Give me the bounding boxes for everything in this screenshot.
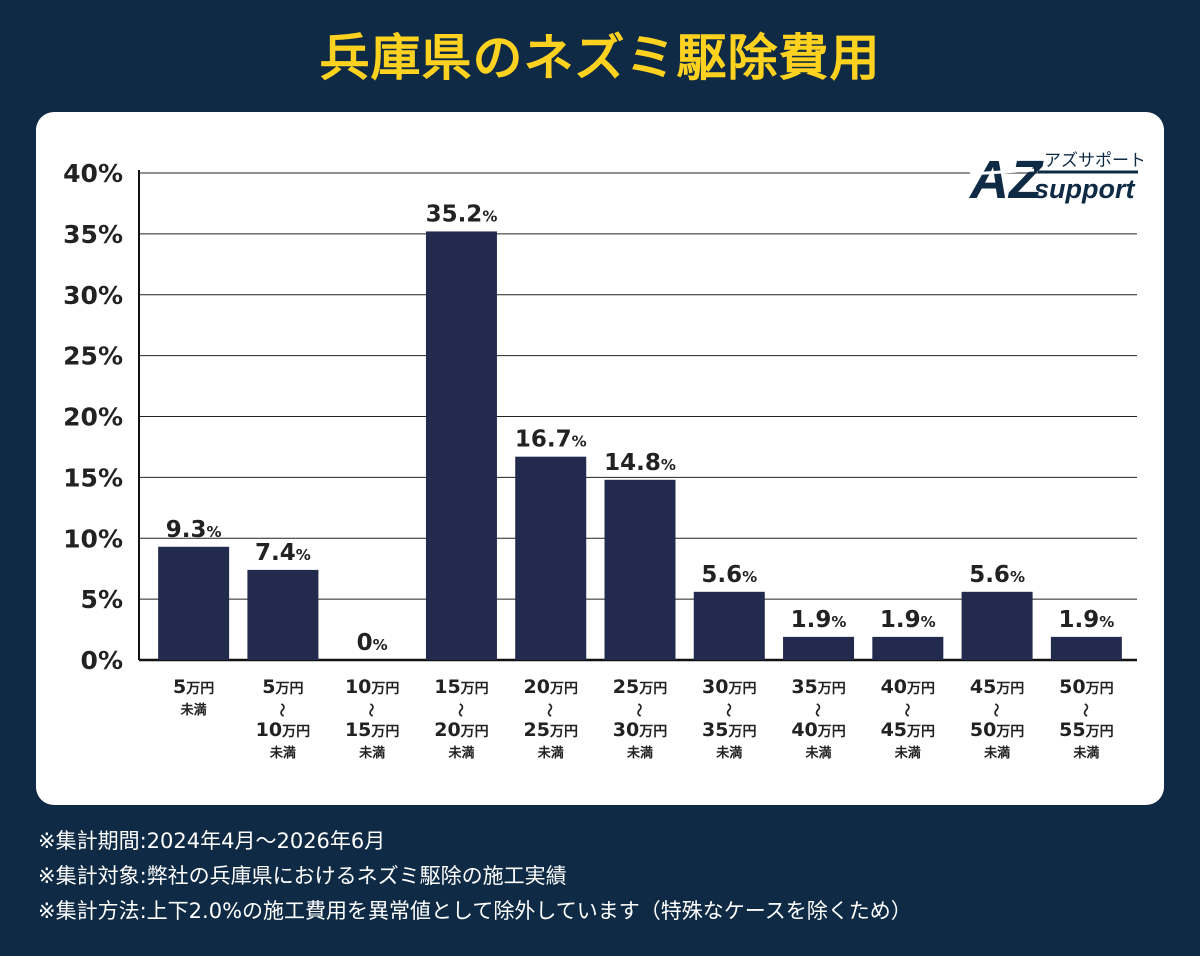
x-category-label: 50万円 (1059, 676, 1113, 698)
y-tick-label: 0% (81, 646, 123, 675)
bar-value-label: 14.8% (604, 450, 676, 476)
x-category-label: 5万円 (173, 676, 214, 698)
x-category-label: 35万円 (791, 676, 845, 698)
y-tick-label: 5% (81, 585, 123, 614)
note-method: ※集計方法:上下2.0%の施工費用を異常値として除外しています（特殊なケースを除… (38, 899, 912, 923)
bar (247, 569, 319, 660)
bar (604, 479, 676, 660)
x-category-label: 50万円 (970, 719, 1024, 741)
bar (872, 636, 944, 660)
x-category-sublabel: 未満 (447, 745, 474, 761)
x-category-sublabel: 未満 (715, 745, 742, 761)
bar-value-label: 1.9% (1058, 607, 1114, 633)
x-category-sublabel: 未満 (983, 745, 1010, 761)
x-category-label: 45万円 (881, 719, 935, 741)
bar (158, 546, 230, 660)
x-category-sublabel: 未満 (1072, 745, 1099, 761)
x-category-label: 〜 (719, 703, 735, 717)
bar-value-label: 5.6% (969, 562, 1025, 588)
bar (425, 231, 497, 660)
x-category-label: 55万円 (1059, 719, 1113, 741)
x-category-label: 〜 (987, 703, 1003, 717)
bar-value-label: 0% (357, 630, 388, 656)
y-tick-label: 35% (63, 220, 123, 249)
logo-kana: アズサポート (1044, 151, 1143, 171)
notes: ※集計期間:2024年4月〜2026年6月 ※集計対象:弊社の兵庫県におけるネズ… (38, 824, 1168, 929)
bar (961, 591, 1033, 660)
y-tick-label: 20% (63, 403, 123, 432)
x-category-label: 20万円 (524, 676, 578, 698)
bar (1050, 636, 1122, 660)
x-category-label: 〜 (898, 703, 914, 717)
chart-card: 0% 5% 10% 15% 20% 25% 30% 35% 40% 9.3% 5万円未満 7.4% 5万… (36, 112, 1164, 805)
bar (693, 591, 765, 660)
x-category-label: 〜 (630, 703, 646, 717)
x-category-sublabel: 未満 (180, 702, 207, 718)
y-tick-label: 30% (63, 281, 123, 310)
x-category-sublabel: 未満 (358, 745, 385, 761)
x-category-sublabel: 未満 (805, 745, 832, 761)
x-category-label: 25万円 (524, 719, 578, 741)
x-category-sublabel: 未満 (894, 745, 921, 761)
x-category-label: 15万円 (345, 719, 399, 741)
logo-mark: AZ (968, 150, 1044, 210)
y-tick-label: 40% (63, 159, 123, 188)
page-title: 兵庫県のネズミ駆除費用 (319, 29, 881, 87)
x-category-sublabel: 未満 (626, 745, 653, 761)
x-category-label: 5万円 (262, 676, 303, 698)
x-category-label: 25万円 (613, 676, 667, 698)
x-category-label: 40万円 (881, 676, 935, 698)
bar (515, 456, 587, 660)
bar-value-label: 35.2% (426, 201, 498, 227)
x-category-label: 〜 (541, 703, 557, 717)
x-category-label: 〜 (273, 703, 289, 717)
y-tick-label: 15% (63, 463, 123, 492)
bar-value-label: 9.3% (166, 517, 222, 543)
x-category-label: 20万円 (434, 719, 488, 741)
y-tick-label: 25% (63, 342, 123, 371)
x-category-label: 10万円 (256, 719, 310, 741)
x-category-label: 〜 (809, 703, 825, 717)
bar-value-label: 7.4% (255, 540, 311, 566)
x-category-label: 〜 (451, 703, 467, 717)
logo-word: support (1034, 174, 1135, 204)
x-category-label: 45万円 (970, 676, 1024, 698)
bar (783, 636, 855, 660)
bar-value-label: 1.9% (880, 607, 936, 633)
x-category-label: 40万円 (791, 719, 845, 741)
bar-value-label: 5.6% (701, 562, 757, 588)
note-target: ※集計対象:弊社の兵庫県におけるネズミ駆除の施工実績 (38, 864, 567, 888)
x-category-label: 30万円 (613, 719, 667, 741)
x-category-label: 〜 (362, 703, 378, 717)
x-category-sublabel: 未満 (537, 745, 564, 761)
az-support-logo: AZ アズサポート support (968, 150, 1143, 210)
x-category-label: 15万円 (434, 676, 488, 698)
bar-value-label: 16.7% (515, 427, 587, 453)
y-tick-label: 10% (63, 524, 123, 553)
x-category-label: 35万円 (702, 719, 756, 741)
x-category-sublabel: 未満 (269, 745, 296, 761)
x-category-label: 〜 (1076, 703, 1092, 717)
x-category-label: 10万円 (345, 676, 399, 698)
x-category-label: 30万円 (702, 676, 756, 698)
bar-value-label: 1.9% (791, 607, 847, 633)
note-period: ※集計期間:2024年4月〜2026年6月 (38, 829, 386, 853)
